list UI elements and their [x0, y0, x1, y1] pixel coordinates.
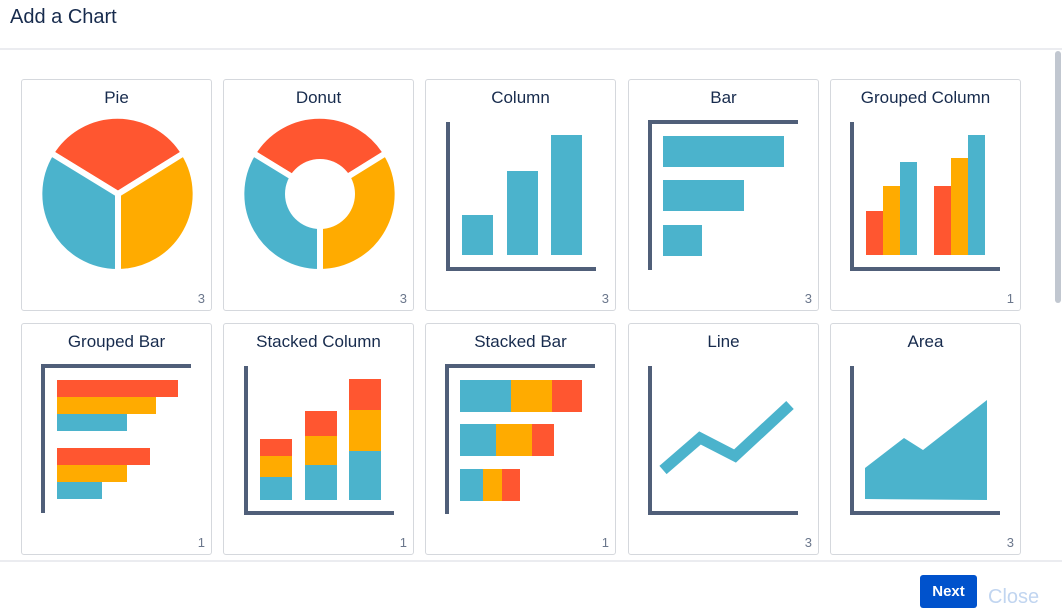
dialog-title: Add a Chart	[10, 6, 117, 28]
close-button[interactable]: Close	[988, 586, 1040, 608]
chart-card-grouped-bar[interactable]: Grouped Bar 1	[21, 323, 212, 555]
dialog-header: Add a Chart	[0, 0, 1062, 50]
chart-card-label: Line	[707, 332, 740, 351]
bar-chart-icon	[648, 120, 798, 270]
chart-card-label: Column	[491, 88, 550, 107]
chart-card-donut[interactable]: Donut 3	[223, 79, 414, 311]
chart-card-stacked-column[interactable]: Stacked Column 1	[223, 323, 414, 555]
chart-card-count: 1	[197, 535, 205, 550]
area-chart-icon	[850, 366, 1000, 515]
donut-chart-icon	[238, 112, 401, 276]
grouped-bar-chart-icon	[41, 364, 191, 513]
chart-card-count: 3	[601, 291, 609, 306]
chart-card-stacked-bar[interactable]: Stacked Bar 1	[425, 323, 616, 555]
next-button[interactable]: Next	[920, 575, 977, 608]
chart-card-count: 1	[399, 535, 407, 550]
chart-card-label: Donut	[295, 88, 342, 107]
pie-chart-icon	[36, 112, 199, 276]
stacked-bar-chart-icon	[445, 364, 595, 514]
chart-card-column[interactable]: Column 3	[425, 79, 616, 311]
chart-card-label: Grouped Bar	[67, 332, 166, 351]
stacked-column-chart-icon	[244, 366, 394, 515]
chart-card-label: Stacked Column	[256, 332, 381, 351]
chart-card-count: 3	[804, 291, 812, 306]
vertical-scrollbar[interactable]	[1054, 51, 1062, 560]
chart-card-count: 3	[804, 535, 812, 550]
chart-card-label: Area	[907, 332, 944, 351]
chart-card-count: 1	[601, 535, 609, 550]
chart-card-count: 1	[1006, 291, 1014, 306]
chart-card-label: Stacked Bar	[474, 332, 567, 351]
chart-card-bar[interactable]: Bar 3	[628, 79, 819, 311]
dialog-footer: Next Close	[0, 560, 1062, 612]
column-chart-icon	[446, 122, 596, 271]
chart-card-label: Grouped Column	[860, 88, 991, 107]
scrollbar-thumb[interactable]	[1055, 51, 1061, 303]
grouped-column-chart-icon	[850, 122, 1000, 271]
chart-card-count: 3	[197, 291, 205, 306]
chart-card-grouped-column[interactable]: Grouped Column 1	[830, 79, 1021, 311]
chart-card-count: 3	[399, 291, 407, 306]
chart-card-count: 3	[1006, 535, 1014, 550]
chart-type-grid: Pie 3 Donut 3 Column	[0, 51, 1062, 560]
chart-card-line[interactable]: Line 3	[628, 323, 819, 555]
chart-card-label: Bar	[710, 88, 737, 107]
chart-card-label: Pie	[104, 88, 129, 107]
chart-card-pie[interactable]: Pie 3	[21, 79, 212, 311]
chart-card-area[interactable]: Area 3	[830, 323, 1021, 555]
line-chart-icon	[648, 366, 798, 515]
